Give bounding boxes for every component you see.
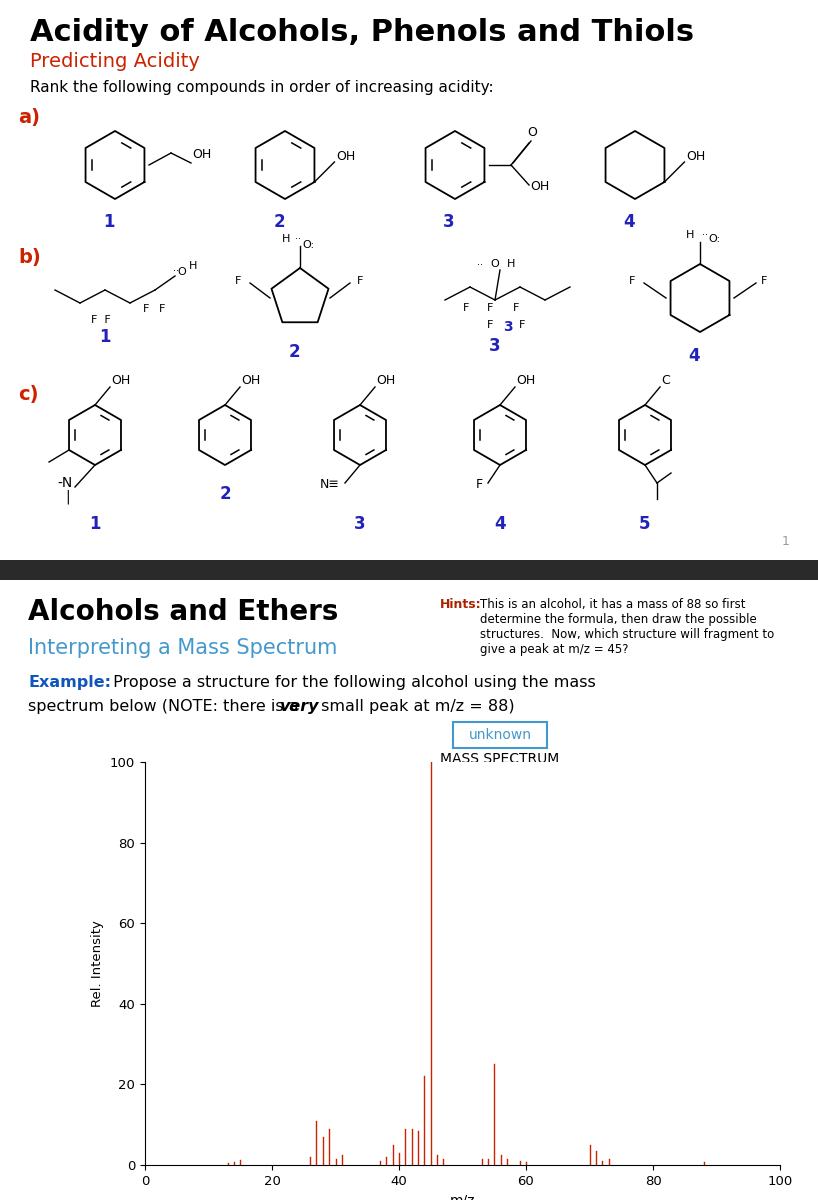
Text: OH: OH (336, 150, 356, 162)
Text: H: H (189, 260, 197, 271)
Text: Acidity of Alcohols, Phenols and Thiols: Acidity of Alcohols, Phenols and Thiols (30, 18, 694, 47)
Text: MASS SPECTRUM: MASS SPECTRUM (440, 752, 560, 766)
Text: F: F (159, 304, 165, 314)
Text: 1: 1 (99, 328, 110, 346)
Text: 3: 3 (354, 515, 366, 533)
Text: 3: 3 (489, 337, 501, 355)
Text: |: | (65, 490, 70, 504)
Text: O: O (177, 266, 186, 277)
Text: spectrum below (NOTE: there is a: spectrum below (NOTE: there is a (28, 698, 303, 714)
Text: OH: OH (686, 150, 706, 162)
Text: OH: OH (192, 149, 211, 162)
Bar (0, 560, 818, 580)
Text: F: F (487, 320, 493, 330)
Text: 1: 1 (89, 515, 101, 533)
Text: a): a) (18, 108, 40, 127)
Text: OH: OH (516, 374, 535, 388)
Text: OH: OH (241, 374, 260, 388)
Text: F: F (519, 320, 525, 330)
Text: 2: 2 (288, 343, 300, 361)
Text: F: F (629, 276, 636, 286)
Text: O:: O: (708, 234, 720, 244)
Text: F: F (235, 276, 241, 286)
Text: 1: 1 (103, 214, 115, 230)
Text: Alcohols and Ethers: Alcohols and Ethers (28, 598, 339, 626)
Text: 2: 2 (219, 485, 231, 503)
Text: F: F (463, 302, 470, 313)
Text: F: F (487, 302, 493, 313)
Text: unknown: unknown (469, 728, 532, 742)
Text: very: very (280, 698, 320, 714)
Text: H: H (282, 234, 290, 244)
Text: N≡: N≡ (320, 479, 339, 492)
Text: F: F (357, 276, 363, 286)
Text: c): c) (18, 385, 38, 404)
Text: H: H (507, 259, 515, 269)
Text: 3: 3 (503, 320, 513, 334)
Text: F: F (143, 304, 150, 314)
Text: 1: 1 (782, 535, 790, 548)
Text: 4: 4 (623, 214, 635, 230)
Text: This is an alcohol, it has a mass of 88 so first
determine the formula, then dra: This is an alcohol, it has a mass of 88 … (480, 598, 775, 656)
Text: Interpreting a Mass Spectrum: Interpreting a Mass Spectrum (28, 638, 337, 658)
Text: F: F (513, 302, 519, 313)
Text: small peak at m/z = 88): small peak at m/z = 88) (316, 698, 515, 714)
Text: OH: OH (111, 374, 130, 388)
Y-axis label: Rel. Intensity: Rel. Intensity (92, 920, 105, 1007)
FancyBboxPatch shape (453, 722, 547, 748)
Text: 4: 4 (688, 347, 700, 365)
Text: b): b) (18, 248, 41, 266)
Text: Hints:: Hints: (440, 598, 482, 611)
Text: C: C (661, 374, 670, 388)
Text: 2: 2 (273, 214, 285, 230)
Text: OH: OH (376, 374, 395, 388)
Text: OH: OH (530, 180, 549, 193)
Text: 5: 5 (639, 515, 651, 533)
Text: O: O (490, 259, 499, 269)
Text: F  F: F F (91, 314, 110, 325)
Text: 3: 3 (443, 214, 455, 230)
Text: H: H (686, 230, 694, 240)
X-axis label: m/z: m/z (450, 1193, 475, 1200)
Text: F: F (476, 479, 483, 492)
Text: O:: O: (302, 240, 314, 250)
Text: -N: -N (57, 476, 72, 490)
Text: 4: 4 (494, 515, 506, 533)
Text: ..: .. (477, 257, 483, 266)
Text: Predicting Acidity: Predicting Acidity (30, 52, 200, 71)
Text: F: F (761, 276, 767, 286)
Text: ..: .. (295, 230, 301, 241)
Text: O: O (527, 126, 537, 139)
Text: Rank the following compounds in order of increasing acidity:: Rank the following compounds in order of… (30, 80, 493, 95)
Text: ..: .. (173, 263, 179, 272)
Text: Propose a structure for the following alcohol using the mass: Propose a structure for the following al… (108, 674, 596, 690)
Text: ..: .. (702, 227, 708, 236)
Text: Example:: Example: (28, 674, 111, 690)
